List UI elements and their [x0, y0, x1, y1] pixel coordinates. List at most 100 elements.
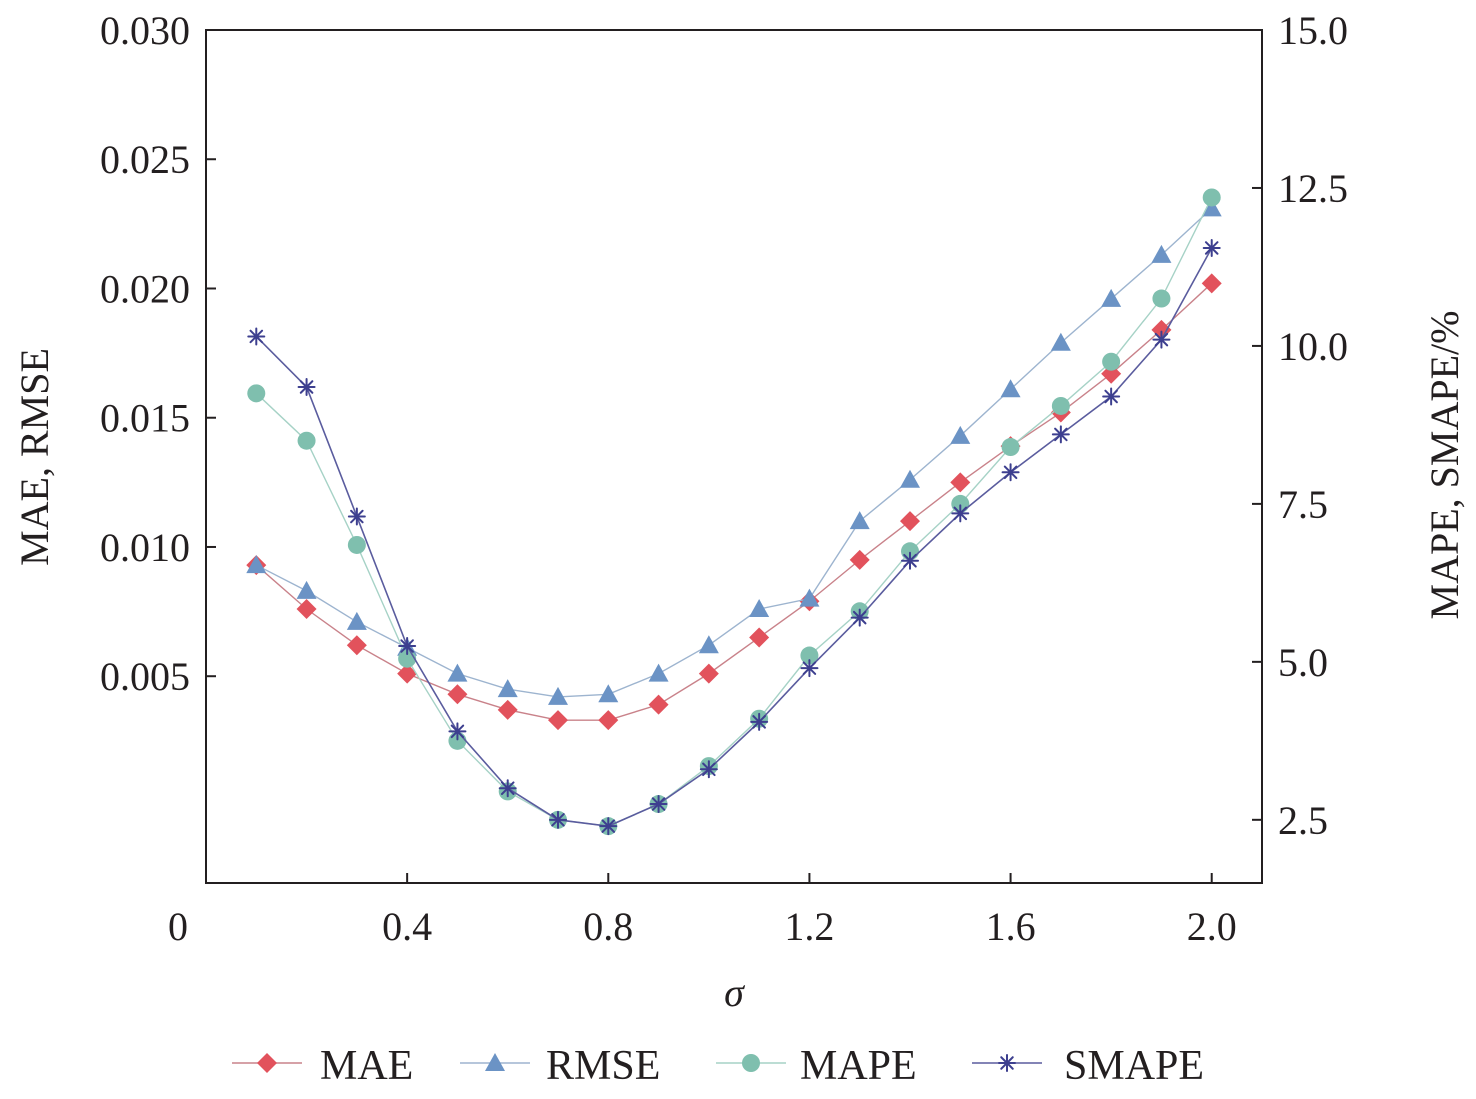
data-point-smape: [750, 712, 769, 731]
data-point-smape: [800, 659, 819, 678]
series-line-smape: [255, 247, 1213, 827]
y-left-tick-label: 0.025: [100, 137, 190, 182]
data-point-rmse: [497, 679, 518, 698]
data-point-smape: [901, 551, 919, 570]
data-point-mae: [1201, 273, 1222, 294]
data-point-mae: [397, 663, 418, 684]
data-point-smape: [649, 795, 668, 814]
data-point-mae: [548, 710, 568, 731]
y-left-tick-label: 0.020: [100, 266, 190, 311]
data-point-rmse: [447, 663, 468, 682]
y-left-tick-label: 0.005: [100, 654, 190, 699]
data-point-smape: [1152, 330, 1171, 349]
data-point-rmse: [1101, 288, 1122, 307]
series-mae: [246, 273, 1222, 731]
data-point-mape: [247, 384, 266, 403]
data-point-rmse: [1050, 332, 1071, 351]
x-tick-label: 0: [168, 904, 188, 949]
data-point-smape: [297, 377, 316, 396]
data-point-mape: [1152, 289, 1171, 308]
x-tick-label: 1.2: [784, 904, 834, 949]
data-point-rmse: [698, 635, 719, 654]
data-point-mae: [950, 472, 971, 493]
legend-marker: [257, 1053, 277, 1073]
data-point-mape: [297, 431, 316, 450]
data-point-rmse: [648, 663, 669, 682]
data-point-mape: [1001, 438, 1020, 457]
series-line-mape: [255, 197, 1213, 827]
data-point-mape: [1102, 352, 1121, 371]
y-left-tick-label: 0.030: [100, 8, 190, 53]
data-point-mape: [1051, 396, 1070, 415]
y-right-tick-label: 7.5: [1278, 482, 1328, 527]
y-right-tick-label: 5.0: [1278, 640, 1328, 685]
data-point-rmse: [548, 686, 568, 705]
data-point-smape: [1102, 387, 1121, 406]
legend-marker: [485, 1053, 505, 1071]
y-left-axis-title: MAE, RMSE: [12, 348, 57, 566]
data-point-mape: [1202, 188, 1221, 207]
data-point-rmse: [900, 469, 920, 488]
x-tick-label: 0.4: [382, 904, 432, 949]
data-point-smape: [850, 608, 869, 627]
data-point-mae: [497, 699, 518, 720]
data-point-mae: [346, 635, 367, 656]
y-right-axis-title: MAPE, SMAPE/%: [1422, 311, 1467, 620]
y-left-tick-label: 0.010: [100, 525, 190, 570]
legend-marker: [742, 1054, 760, 1072]
data-point-rmse: [749, 599, 770, 618]
data-point-smape: [448, 722, 467, 741]
data-point-smape: [599, 817, 618, 836]
data-point-rmse: [1151, 244, 1172, 263]
series-line-rmse: [255, 207, 1213, 698]
data-point-smape: [951, 504, 970, 523]
data-point-smape: [347, 507, 366, 526]
legend-item-rmse: RMSE: [460, 1043, 660, 1089]
data-point-smape: [247, 327, 266, 346]
legend-label: MAE: [320, 1043, 413, 1089]
data-point-rmse: [346, 611, 367, 630]
data-point-rmse: [598, 684, 619, 703]
data-point-mae: [849, 549, 870, 570]
y-right-tick-label: 2.5: [1278, 798, 1328, 843]
data-point-mae: [598, 710, 619, 731]
legend-item-mape: MAPE: [716, 1043, 917, 1089]
y-right-tick-label: 10.0: [1278, 324, 1348, 369]
data-point-smape: [1051, 425, 1070, 444]
y-left-tick-label: 0.015: [100, 396, 190, 441]
x-tick-label: 1.6: [986, 904, 1036, 949]
data-point-rmse: [1000, 379, 1021, 398]
x-axis-title: σ: [724, 970, 745, 1015]
legend-label: RMSE: [546, 1043, 660, 1089]
data-point-mae: [900, 511, 920, 532]
data-point-mae: [749, 627, 770, 648]
data-point-rmse: [849, 511, 870, 530]
series-smape: [247, 238, 1221, 836]
data-point-smape: [699, 760, 718, 779]
x-tick-label: 2.0: [1187, 904, 1237, 949]
y-right-tick-label: 12.5: [1278, 166, 1348, 211]
series-rmse: [246, 198, 1222, 705]
data-point-rmse: [799, 588, 820, 607]
legend-item-smape: SMAPE: [972, 1043, 1204, 1089]
data-point-rmse: [246, 555, 267, 574]
data-point-smape: [498, 779, 517, 798]
series-line-mae: [255, 282, 1213, 721]
data-point-smape: [1202, 238, 1221, 257]
plot-frame: [205, 29, 1263, 884]
data-point-smape: [398, 637, 417, 656]
legend-marker: [998, 1054, 1016, 1072]
legend-label: MAPE: [800, 1043, 917, 1089]
data-point-mae: [698, 663, 719, 684]
data-point-rmse: [1201, 198, 1222, 217]
data-point-rmse: [296, 580, 317, 599]
legend-item-mae: MAE: [232, 1043, 413, 1089]
data-point-smape: [1001, 463, 1020, 482]
data-point-mape: [800, 646, 819, 665]
data-point-smape: [549, 810, 567, 829]
y-right-tick-label: 15.0: [1278, 8, 1348, 53]
data-point-mae: [648, 694, 669, 715]
data-point-rmse: [950, 425, 971, 444]
